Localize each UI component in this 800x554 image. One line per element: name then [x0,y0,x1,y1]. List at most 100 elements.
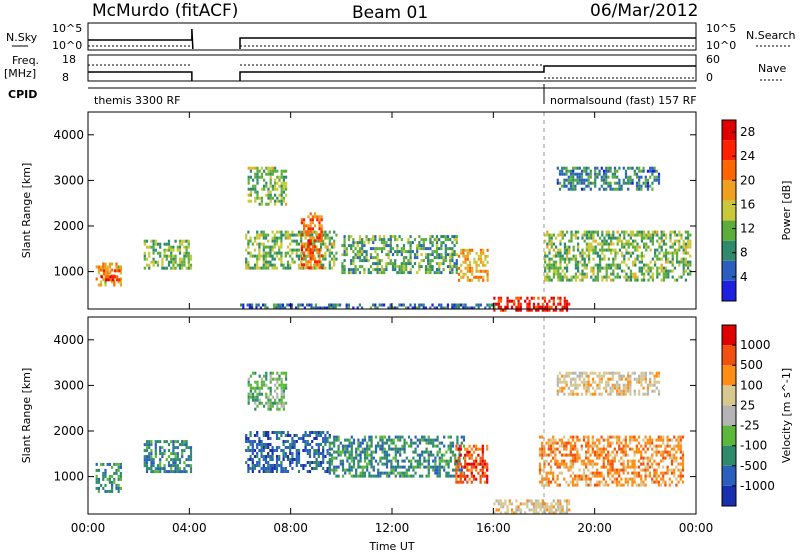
data-cell [256,169,259,173]
data-cell [308,434,312,437]
data-cell [413,256,417,260]
data-cell [596,175,599,179]
data-cell [673,471,676,475]
data-cell [366,453,369,457]
data-cell [567,175,570,179]
data-cell [300,218,303,222]
data-cell [624,172,628,176]
data-cell [434,459,437,463]
data-cell [643,230,646,234]
data-cell [449,247,452,251]
data-cell [249,266,252,270]
data-cell [526,308,529,312]
data-cell [662,278,665,282]
data-cell [253,467,257,470]
data-cell [524,299,527,303]
data-cell [368,459,371,463]
data-cell [611,465,614,469]
data-cell [357,474,360,478]
data-cell [633,450,636,454]
data-cell [411,306,414,310]
data-cell [143,458,146,462]
data-cell [273,449,276,452]
data-cell [602,459,605,463]
data-cell [633,465,636,469]
data-cell [172,458,175,462]
data-cell [582,462,586,466]
data-cell [383,447,386,451]
data-cell [163,467,166,471]
data-cell [247,263,250,267]
data-cell [547,471,550,475]
data-cell [245,440,248,443]
data-cell [670,471,674,475]
data-cell [432,444,435,448]
data-cell [675,450,678,454]
data-cell [174,254,177,258]
data-cell [438,468,441,472]
data-cell [662,453,665,457]
data-cell [429,271,432,275]
data-cell [341,262,344,266]
data-cell [330,236,334,240]
data-cell [262,449,265,452]
data-cell [593,444,597,448]
data-cell [357,465,360,469]
data-cell [486,465,489,469]
data-cell [255,303,258,307]
data-cell [479,462,482,466]
data-cell [626,471,630,475]
data-cell [300,266,303,270]
data-cell [633,471,636,475]
data-cell [567,386,570,390]
data-cell [546,245,549,249]
data-cell [189,467,193,471]
data-cell [561,386,564,390]
data-cell [300,254,303,258]
data-cell [563,386,566,390]
data-cell [602,181,606,185]
data-cell [577,248,580,252]
data-cell [598,474,601,478]
data-cell [383,244,386,248]
data-cell [601,275,604,279]
data-cell [418,247,421,251]
data-cell [403,438,406,442]
data-cell [618,389,621,393]
data-cell [499,511,503,515]
data-cell [423,435,426,439]
data-cell [405,256,408,260]
data-cell [343,238,346,242]
data-cell [394,435,397,439]
data-cell [565,308,569,312]
data-cell [446,265,450,269]
data-cell [596,474,599,478]
data-cell [629,275,632,279]
data-cell [644,184,647,188]
data-cell [247,251,250,255]
data-cell [361,265,364,269]
data-cell [311,227,314,231]
data-cell [284,306,287,310]
data-cell [394,265,397,269]
data-cell [344,438,347,442]
data-cell [576,474,579,478]
data-cell [366,465,369,469]
data-cell [278,184,281,188]
data-cell [583,239,586,243]
data-cell [624,435,627,439]
data-cell [660,248,663,252]
data-cell [565,305,569,309]
data-cell [532,508,536,512]
data-cell [341,244,344,248]
data-cell [379,459,382,463]
data-cell [651,480,654,484]
colorbar-swatch [722,140,736,161]
data-cell [271,254,274,258]
data-cell [252,386,255,390]
data-cell [435,253,439,257]
data-cell [574,172,577,176]
data-cell [185,239,188,243]
data-cell [278,236,281,240]
data-cell [341,253,344,257]
